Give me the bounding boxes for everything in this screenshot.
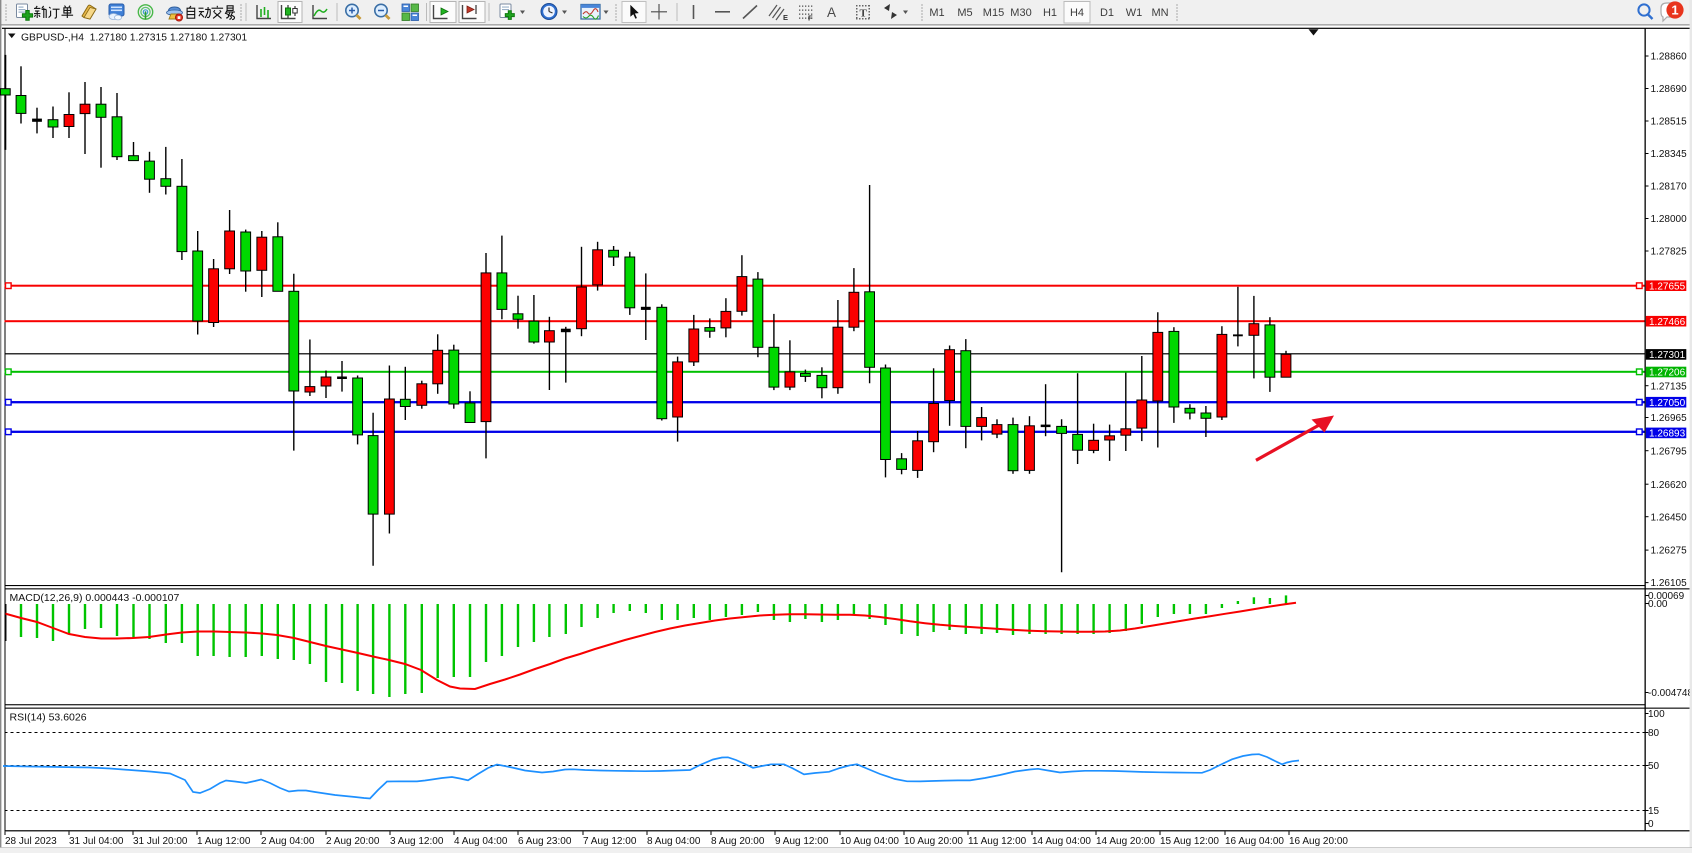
svg-text:2 Aug 04:00: 2 Aug 04:00	[261, 836, 315, 847]
svg-text:1.26450: 1.26450	[1651, 512, 1688, 523]
svg-text:MN: MN	[1151, 7, 1168, 19]
svg-text:MACD(12,26,9) 0.000443 -0.0001: MACD(12,26,9) 0.000443 -0.000107	[10, 592, 180, 604]
svg-text:1.26275: 1.26275	[1651, 546, 1688, 557]
svg-text:14 Aug 20:00: 14 Aug 20:00	[1096, 836, 1155, 847]
svg-text:100: 100	[1648, 709, 1665, 720]
svg-text:16 Aug 20:00: 16 Aug 20:00	[1289, 836, 1348, 847]
svg-text:11 Aug 12:00: 11 Aug 12:00	[968, 836, 1027, 847]
svg-text:M15: M15	[983, 7, 1004, 19]
svg-text:6 Aug 23:00: 6 Aug 23:00	[518, 836, 572, 847]
svg-text:0.00: 0.00	[1648, 599, 1668, 610]
svg-text:T: T	[860, 8, 868, 20]
svg-text:1.26965: 1.26965	[1651, 413, 1688, 424]
svg-text:8 Aug 20:00: 8 Aug 20:00	[711, 836, 765, 847]
svg-text:28 Jul 2023: 28 Jul 2023	[5, 836, 57, 847]
svg-text:0.00069: 0.00069	[1648, 591, 1685, 602]
svg-text:M5: M5	[957, 7, 972, 19]
svg-text:1.27301: 1.27301	[1649, 350, 1686, 361]
svg-text:H4: H4	[1070, 7, 1084, 19]
svg-text:1.26795: 1.26795	[1651, 446, 1688, 457]
svg-text:GBPUSD-,H4 1.27180 1.27315 1.: GBPUSD-,H4 1.27180 1.27315 1.27180 1.273…	[21, 33, 247, 44]
svg-text:1.28000: 1.28000	[1651, 214, 1688, 225]
svg-text:RSI(14) 53.6026: RSI(14) 53.6026	[10, 712, 87, 724]
svg-text:1.27466: 1.27466	[1649, 317, 1686, 328]
svg-text:F: F	[808, 14, 813, 23]
svg-text:1.28170: 1.28170	[1651, 182, 1688, 193]
svg-text:2 Aug 20:00: 2 Aug 20:00	[326, 836, 380, 847]
svg-text:1.27825: 1.27825	[1651, 247, 1688, 258]
svg-text:M1: M1	[929, 7, 944, 19]
svg-text:1.27655: 1.27655	[1649, 281, 1686, 292]
svg-text:1 Aug 12:00: 1 Aug 12:00	[197, 836, 251, 847]
svg-text:31 Jul 20:00: 31 Jul 20:00	[133, 836, 188, 847]
svg-text:A: A	[827, 5, 836, 20]
svg-text:4 Aug 04:00: 4 Aug 04:00	[454, 836, 508, 847]
svg-text:1.28345: 1.28345	[1651, 149, 1688, 160]
svg-text:15 Aug 12:00: 15 Aug 12:00	[1160, 836, 1219, 847]
svg-text:1: 1	[1671, 3, 1678, 18]
svg-text:10 Aug 04:00: 10 Aug 04:00	[840, 836, 899, 847]
svg-text:H1: H1	[1043, 7, 1057, 19]
svg-text:W1: W1	[1126, 7, 1143, 19]
svg-text:31 Jul 04:00: 31 Jul 04:00	[69, 836, 124, 847]
svg-text:1.28860: 1.28860	[1651, 52, 1688, 63]
svg-text:1.26893: 1.26893	[1649, 429, 1686, 440]
svg-text:3 Aug 12:00: 3 Aug 12:00	[390, 836, 444, 847]
svg-text:1.28690: 1.28690	[1651, 84, 1688, 95]
svg-text:-0.004748: -0.004748	[1648, 688, 1692, 699]
svg-text:14 Aug 04:00: 14 Aug 04:00	[1032, 836, 1091, 847]
svg-text:1.27050: 1.27050	[1649, 398, 1686, 409]
svg-text:80: 80	[1648, 728, 1660, 739]
svg-text:E: E	[783, 13, 788, 22]
svg-text:8 Aug 04:00: 8 Aug 04:00	[647, 836, 701, 847]
svg-text:50: 50	[1648, 761, 1660, 772]
svg-text:9 Aug 12:00: 9 Aug 12:00	[775, 836, 829, 847]
svg-text:7 Aug 12:00: 7 Aug 12:00	[583, 836, 637, 847]
svg-text:D1: D1	[1100, 7, 1114, 19]
svg-text:10 Aug 20:00: 10 Aug 20:00	[904, 836, 963, 847]
svg-text:1.28515: 1.28515	[1651, 117, 1688, 128]
svg-text:M30: M30	[1010, 7, 1031, 19]
svg-text:1.27206: 1.27206	[1649, 368, 1686, 379]
svg-text:1.27135: 1.27135	[1651, 381, 1688, 392]
svg-text:15: 15	[1648, 806, 1660, 817]
svg-text:1.26620: 1.26620	[1651, 480, 1688, 491]
svg-text:0: 0	[1648, 819, 1654, 830]
svg-text:16 Aug 04:00: 16 Aug 04:00	[1225, 836, 1284, 847]
svg-text:1.26105: 1.26105	[1651, 578, 1688, 589]
